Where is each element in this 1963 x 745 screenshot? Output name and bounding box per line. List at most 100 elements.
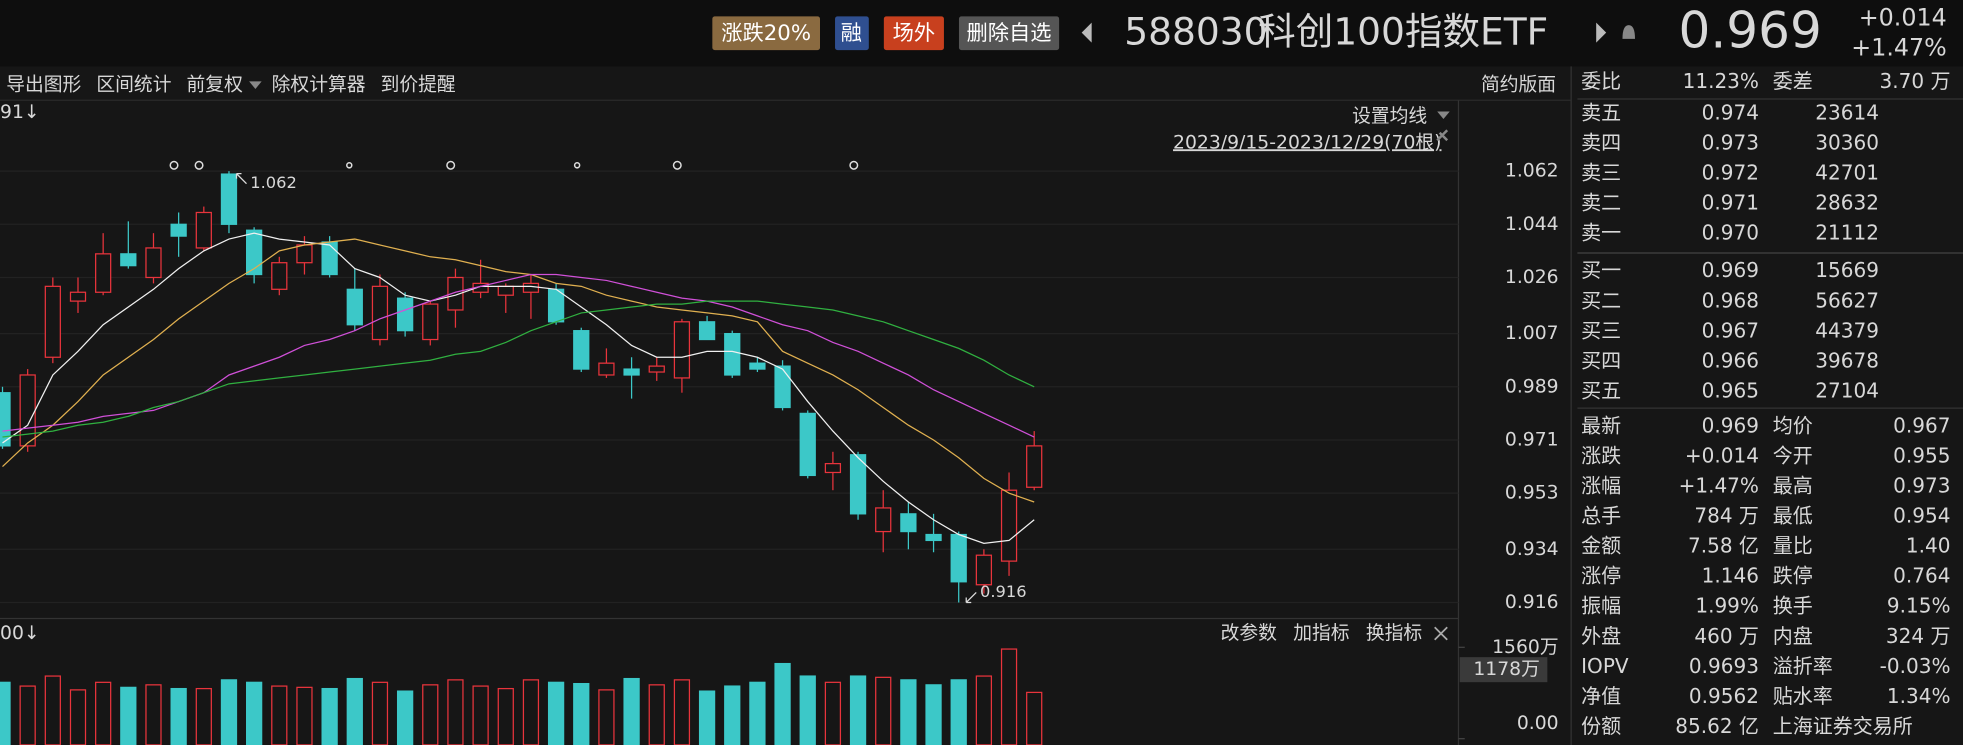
volume-bar (1000, 648, 1018, 745)
label: 买五 (1581, 378, 1621, 402)
prev-arrow[interactable] (1081, 22, 1092, 43)
close-icon[interactable] (1434, 626, 1448, 641)
label: 溢折率 (1773, 654, 1833, 678)
volume-bar (1026, 691, 1043, 745)
tag[interactable]: 删除自选 (967, 21, 1052, 46)
value: 56627 (1815, 288, 1879, 312)
volume-bar (849, 675, 867, 745)
y-tick-label: 0.971 (1505, 429, 1559, 450)
volume-button[interactable]: 加指标 (1293, 622, 1349, 644)
volume-bar (145, 684, 162, 745)
candle-body (522, 282, 540, 293)
label: 净值 (1581, 684, 1621, 708)
volume-bar (623, 677, 640, 745)
label: 买一 (1581, 258, 1621, 282)
candle-body (573, 330, 590, 370)
value: 0.967 (1893, 413, 1950, 437)
toolbar-item[interactable]: 导出图形 (6, 74, 81, 96)
y-tick-label: 1.044 (1505, 214, 1559, 235)
value: 23614 (1815, 100, 1879, 124)
pin-icon[interactable] (1436, 129, 1449, 142)
candle-body (875, 507, 892, 533)
volume-bar (271, 685, 288, 745)
y-tick-label: 1.062 (1505, 161, 1559, 182)
label: 份额 (1581, 714, 1621, 738)
candle-body (849, 454, 867, 515)
value: 0.972 (1702, 161, 1759, 185)
label: 量比 (1773, 534, 1813, 558)
toolbar-item[interactable]: 前复权 (187, 74, 244, 96)
volume-bar (573, 682, 590, 745)
date-range[interactable]: 2023/9/15-2023/12/29(70根) (1173, 131, 1441, 153)
label: 外盘 (1581, 624, 1621, 648)
volume-bar (975, 675, 993, 745)
value: 0.965 (1702, 378, 1759, 402)
value: 11.23% (1683, 69, 1759, 93)
candle-body (220, 173, 238, 225)
candle-body (623, 368, 640, 376)
value: 784 万 (1694, 504, 1759, 528)
volume-button[interactable]: 改参数 (1221, 622, 1278, 644)
next-arrow[interactable] (1596, 22, 1607, 43)
label: 内盘 (1773, 624, 1813, 648)
tag[interactable]: 融 (841, 21, 862, 46)
value: 0.967 (1702, 318, 1759, 342)
value: -0.03% (1880, 654, 1951, 678)
volume-bar (698, 690, 716, 745)
value: 42701 (1815, 161, 1879, 185)
value: 0.954 (1893, 504, 1950, 528)
volume-button[interactable]: 换指标 (1366, 622, 1422, 644)
value: 1.146 (1702, 564, 1759, 588)
value: 85.62 亿 (1675, 714, 1759, 738)
volume-bar (447, 679, 464, 745)
label: IOPV (1581, 654, 1629, 678)
volume-bar (950, 679, 967, 745)
toolbar-item[interactable]: 到价提醒 (381, 74, 456, 96)
volume-tick-label: 1560万 (1492, 637, 1559, 658)
volume-bar (296, 686, 313, 745)
label: 买四 (1581, 348, 1621, 372)
value: 28632 (1815, 191, 1879, 215)
tag[interactable]: 涨跌20% (721, 21, 811, 46)
candle-body (1026, 445, 1043, 488)
volume-bar (44, 675, 61, 745)
candle-body (145, 247, 162, 279)
value: 0.969 (1702, 413, 1759, 437)
value: 0.970 (1702, 221, 1759, 245)
candle-body (774, 365, 791, 409)
volume-tick-label: 0.00 (1517, 713, 1559, 734)
candle-body (1000, 489, 1018, 562)
toolbar-item[interactable]: 除权计算器 (272, 74, 366, 96)
layout-toggle[interactable]: 简约版面 (1481, 74, 1556, 96)
toolbar-item[interactable]: 区间统计 (96, 74, 171, 96)
moving-average (2, 238, 1035, 503)
candle-body (975, 554, 993, 586)
tag[interactable]: 场外 (893, 21, 936, 46)
label: 买二 (1581, 288, 1621, 312)
volume-bar (195, 687, 212, 745)
value: +1.47% (1679, 474, 1759, 498)
value: 3.70 万 (1880, 69, 1951, 93)
alert-bell[interactable] (1622, 25, 1635, 39)
candle-body (44, 285, 61, 358)
label: 涨幅 (1581, 474, 1621, 498)
volume-bar (246, 681, 263, 745)
volume-bar (547, 681, 565, 745)
price-change-pct: +1.47% (1851, 33, 1946, 61)
ma-setting[interactable]: 设置均线 (1352, 105, 1427, 127)
candle-body (925, 533, 942, 542)
label: 卖二 (1581, 191, 1621, 215)
event-markers (169, 160, 859, 170)
label: 金额 (1581, 534, 1621, 558)
label: 总手 (1581, 504, 1621, 528)
volume-bar (522, 679, 540, 745)
value: 0.974 (1702, 100, 1759, 124)
dropdown-arrow (1437, 111, 1450, 119)
value: 0.955 (1893, 444, 1950, 468)
value: 0.966 (1702, 348, 1759, 372)
candle-body (447, 276, 464, 311)
dropdown-arrow (249, 81, 262, 89)
candle-body (195, 211, 212, 249)
